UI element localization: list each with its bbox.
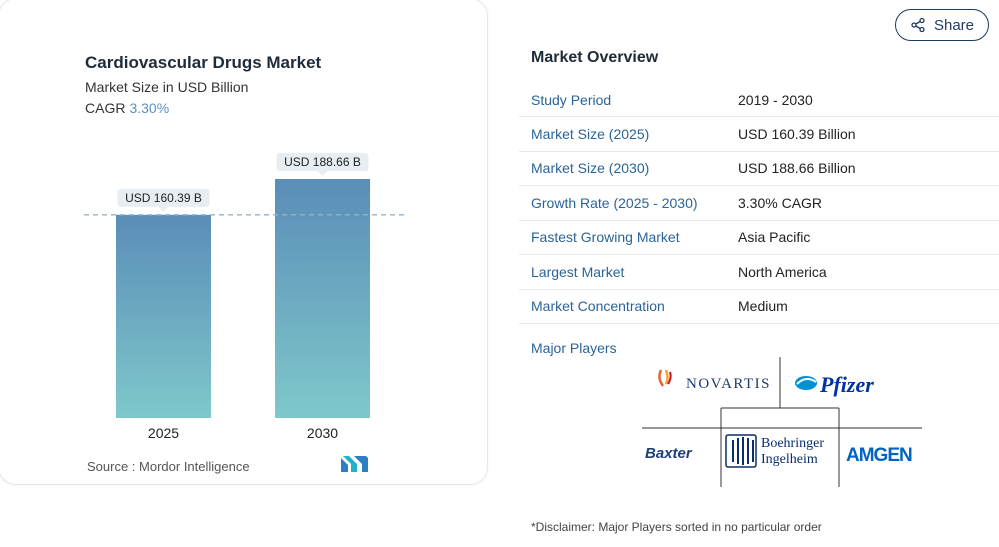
data-label-bg — [117, 188, 210, 207]
mordor-intelligence-logo — [341, 456, 368, 472]
cagr-label: CAGR — [85, 100, 126, 116]
data-label: USD 188.66 B — [284, 155, 361, 169]
overview-label[interactable]: Market Size (2025) — [531, 125, 650, 142]
overview-value: Medium — [738, 298, 788, 315]
share-label: Share — [933, 16, 975, 34]
overview-value: North America — [738, 263, 827, 280]
major-players-label[interactable]: Major Players — [531, 340, 617, 356]
overview-row-market-size-2025: Market Size (2025) USD 160.39 Billion — [519, 117, 999, 152]
chart-card — [0, 0, 488, 485]
overview-row-fastest-growing: Fastest Growing Market Asia Pacific — [519, 221, 999, 255]
novartis-text: NOVARTIS — [686, 376, 771, 392]
overview-row-market-size-2030: Market Size (2030) USD 188.66 Billion — [519, 152, 999, 186]
overview-row-study-period: Study Period 2019 - 2030 — [519, 84, 999, 117]
overview-label[interactable]: Fastest Growing Market — [531, 229, 680, 246]
overview-value: USD 188.66 Billion — [738, 160, 856, 177]
data-label: USD 160.39 B — [125, 191, 202, 205]
disclaimer-text: *Disclaimer: Major Players sorted in no … — [531, 520, 822, 534]
pfizer-logo: Pfizer — [795, 372, 874, 397]
overview-value: 3.30% CAGR — [738, 194, 823, 211]
overview-label[interactable]: Market Size (2030) — [531, 160, 650, 177]
share-icon — [911, 17, 925, 33]
cagr-text: CAGR 3.30% — [85, 100, 169, 116]
market-overview-title: Market Overview — [531, 49, 659, 66]
boehringer-text-2: Ingelheim — [761, 452, 818, 467]
baxter-logo: Baxter — [645, 445, 693, 462]
source-text: Source : Mordor Intelligence — [87, 459, 250, 474]
bar-2030 — [275, 179, 370, 418]
overview-value: 2019 - 2030 — [738, 92, 813, 108]
amgen-logo: AMGEN — [846, 445, 912, 466]
data-label-bg — [276, 153, 369, 171]
cagr-value: 3.30% — [129, 100, 170, 116]
boehringer-ingelheim-logo: Boehringer Ingelheim — [725, 434, 824, 468]
x-tick-label: 2030 — [307, 425, 338, 441]
overview-label[interactable]: Market Concentration — [531, 298, 665, 315]
overview-row-growth-rate: Growth Rate (2025 - 2030) 3.30% CAGR — [519, 186, 999, 221]
overview-value: USD 160.39 Billion — [738, 125, 856, 142]
data-label-pointer — [317, 171, 328, 176]
overview-label[interactable]: Largest Market — [531, 263, 625, 280]
overview-row-concentration: Market Concentration Medium — [519, 290, 999, 324]
boehringer-text-1: Boehringer — [761, 436, 824, 451]
market-overview-table: Study Period 2019 - 2030 Market Size (20… — [519, 84, 999, 324]
chart-subtitle: Market Size in USD Billion — [85, 79, 249, 95]
bar-2025 — [116, 214, 211, 418]
overview-label[interactable]: Study Period — [531, 92, 612, 108]
bar-chart: USD 160.39 B 2025 USD 188.66 B 2030 — [84, 153, 405, 441]
data-label-pointer — [158, 206, 169, 212]
novartis-logo: NOVARTIS — [658, 369, 771, 392]
pfizer-text: Pfizer — [819, 372, 874, 397]
share-button[interactable]: Share — [895, 9, 989, 41]
overview-label[interactable]: Growth Rate (2025 - 2030) — [531, 194, 698, 211]
overview-value: Asia Pacific — [738, 229, 811, 246]
overview-row-largest-market: Largest Market North America — [519, 255, 999, 290]
x-tick-label: 2025 — [148, 425, 179, 441]
chart-title: Cardiovascular Drugs Market — [85, 53, 322, 72]
